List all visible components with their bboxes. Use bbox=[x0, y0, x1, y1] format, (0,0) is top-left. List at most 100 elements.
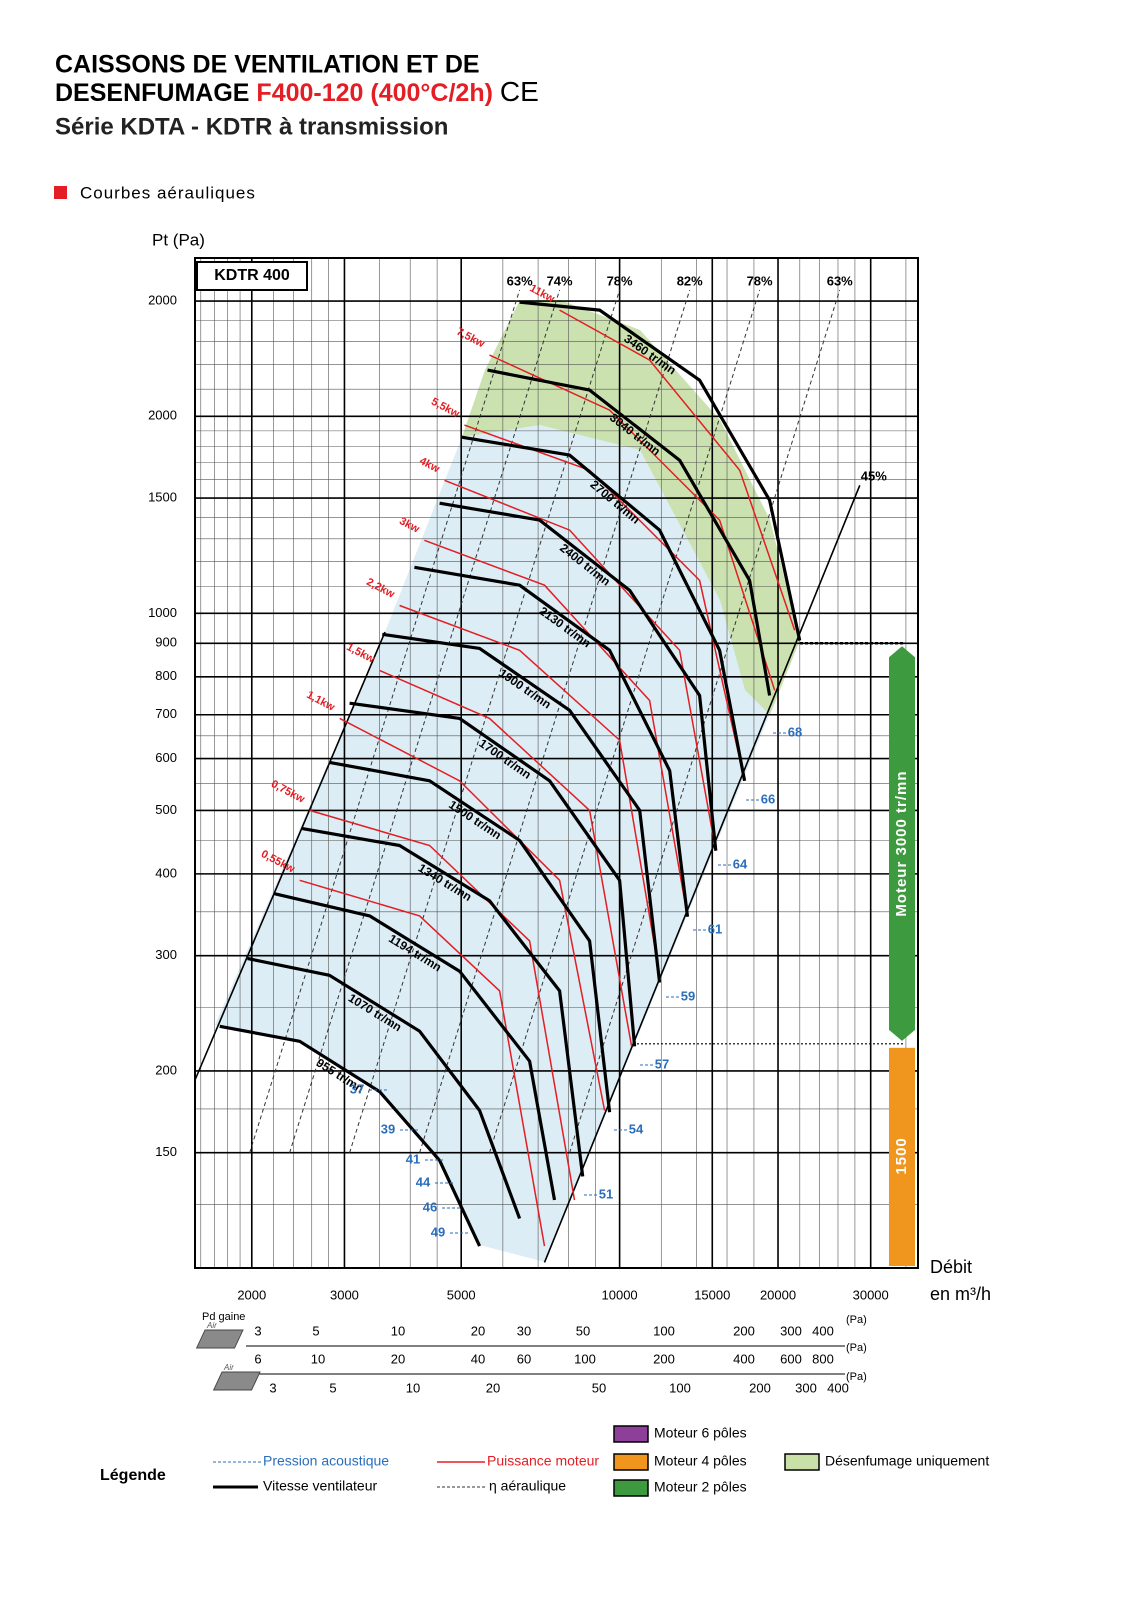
pd-value: 300 bbox=[780, 1323, 802, 1338]
legend-label: η aéraulique bbox=[489, 1478, 566, 1494]
acoustic-label: 39 bbox=[381, 1121, 395, 1136]
pd-value: 10 bbox=[406, 1380, 420, 1395]
speed-curve bbox=[519, 300, 802, 641]
efficiency-label: 78% bbox=[607, 273, 633, 288]
pd-unit: (Pa) bbox=[846, 1371, 867, 1383]
acoustic-label: 37 bbox=[350, 1081, 364, 1096]
acoustic-label: 57 bbox=[655, 1056, 669, 1071]
ce-mark: CE bbox=[500, 76, 539, 107]
legend-label: Désenfumage uniquement bbox=[825, 1453, 989, 1469]
pd-value: 40 bbox=[471, 1351, 485, 1366]
title-part-red: F400-120 (400°C/2h) bbox=[256, 79, 493, 107]
pd-value: 200 bbox=[733, 1323, 755, 1338]
title-line1: CAISSONS DE VENTILATION ET DE bbox=[55, 51, 480, 79]
x-axis-label: Débit bbox=[930, 1257, 972, 1277]
y-tick-label: 400 bbox=[155, 865, 177, 880]
speed-curve bbox=[382, 632, 662, 983]
pd-value: 400 bbox=[812, 1323, 834, 1338]
pd-value: 800 bbox=[812, 1351, 834, 1366]
x-tick-label: 30000 bbox=[853, 1287, 889, 1302]
x-tick-label: 10000 bbox=[602, 1287, 638, 1302]
pd-unit: (Pa) bbox=[846, 1314, 867, 1326]
y-tick-label: 1500 bbox=[148, 490, 177, 505]
efficiency-line bbox=[289, 289, 561, 1153]
section-bullet bbox=[54, 186, 67, 199]
power-label: 1,1kw bbox=[304, 689, 336, 714]
speed-curve bbox=[349, 701, 637, 1047]
x-axis-label: en m³/h bbox=[930, 1284, 991, 1304]
legend-swatch bbox=[613, 1453, 649, 1471]
acoustic-label: 49 bbox=[431, 1224, 445, 1239]
y-tick-label: 150 bbox=[155, 1144, 177, 1159]
efficiency-label: 78% bbox=[747, 273, 773, 288]
efficiency-line bbox=[249, 289, 521, 1153]
speed-curve bbox=[219, 1024, 482, 1247]
acoustic-label: 61 bbox=[708, 921, 722, 936]
acoustic-label: 59 bbox=[681, 988, 695, 1003]
pd-unit: (Pa) bbox=[846, 1342, 867, 1354]
efficiency-label: 63% bbox=[827, 273, 853, 288]
efficiency-label: 63% bbox=[507, 273, 533, 288]
speed-curve bbox=[439, 501, 718, 851]
pd-value: 100 bbox=[574, 1351, 596, 1366]
speed-curve bbox=[461, 435, 747, 782]
speed-curve bbox=[247, 956, 522, 1220]
legend-swatch bbox=[784, 1453, 820, 1471]
pd-value: 60 bbox=[517, 1351, 531, 1366]
acoustic-label: 41 bbox=[406, 1151, 420, 1166]
boundary-line bbox=[194, 631, 386, 1081]
legend-label: Pression acoustique bbox=[263, 1453, 389, 1469]
duct-icon bbox=[195, 1329, 244, 1349]
legend-label: Moteur 4 pôles bbox=[654, 1453, 747, 1469]
x-tick-label: 5000 bbox=[447, 1287, 476, 1302]
motor-band-label: 1500 bbox=[893, 1137, 910, 1174]
pd-value: 20 bbox=[486, 1380, 500, 1395]
power-label: 4kw bbox=[417, 455, 441, 476]
efficiency-line bbox=[569, 289, 841, 1153]
y-tick-label: 700 bbox=[155, 706, 177, 721]
pd-value: 5 bbox=[329, 1380, 336, 1395]
motor-band bbox=[889, 1047, 915, 1266]
efficiency-line bbox=[349, 289, 621, 1153]
speed-curve bbox=[329, 760, 612, 1113]
legend-label: Vitesse ventilateur bbox=[263, 1478, 377, 1494]
duct-icon bbox=[212, 1371, 261, 1391]
pd-value: 10 bbox=[391, 1323, 405, 1338]
y-axis-label: Pt (Pa) bbox=[152, 230, 205, 249]
pd-value: 300 bbox=[795, 1380, 817, 1395]
power-curve bbox=[339, 717, 606, 1111]
acoustic-label: 44 bbox=[416, 1174, 431, 1189]
x-tick-label: 3000 bbox=[330, 1287, 359, 1302]
operating-region bbox=[215, 300, 800, 1262]
speed-curve bbox=[487, 368, 772, 696]
legend-label: Moteur 2 pôles bbox=[654, 1479, 747, 1495]
acoustic-label: 68 bbox=[788, 724, 802, 739]
power-curve bbox=[379, 669, 633, 1047]
motor-band-label: Moteur 3000 tr/mn bbox=[893, 770, 910, 916]
subtitle: Série KDTA - KDTR à transmission bbox=[55, 113, 448, 140]
y-tick-label: 300 bbox=[155, 947, 177, 962]
pd-value: 5 bbox=[312, 1323, 319, 1338]
pd-value: 6 bbox=[254, 1351, 261, 1366]
efficiency-label: 45% bbox=[861, 469, 887, 484]
power-curve bbox=[444, 479, 717, 851]
legend-title: Légende bbox=[100, 1467, 166, 1484]
title-part: DESENFUMAGE bbox=[55, 79, 249, 107]
acoustic-label: 66 bbox=[761, 791, 775, 806]
acoustic-label: 46 bbox=[423, 1199, 437, 1214]
legend-label: Puissance moteur bbox=[487, 1453, 599, 1469]
power-label: 2,2kw bbox=[364, 576, 396, 601]
pd-value: 50 bbox=[592, 1380, 606, 1395]
pd-value: 400 bbox=[733, 1351, 755, 1366]
y-tick-label: 2000 bbox=[148, 408, 177, 423]
pd-value: 100 bbox=[669, 1380, 691, 1395]
plot-frame bbox=[194, 257, 919, 1269]
pd-value: 600 bbox=[780, 1351, 802, 1366]
efficiency-line bbox=[543, 484, 861, 1263]
duct-icon-label: Air bbox=[206, 1321, 217, 1330]
legend-swatch bbox=[613, 1425, 649, 1443]
y-tick-label: 2000 bbox=[148, 292, 177, 307]
power-label: 7,5kw bbox=[454, 326, 486, 351]
